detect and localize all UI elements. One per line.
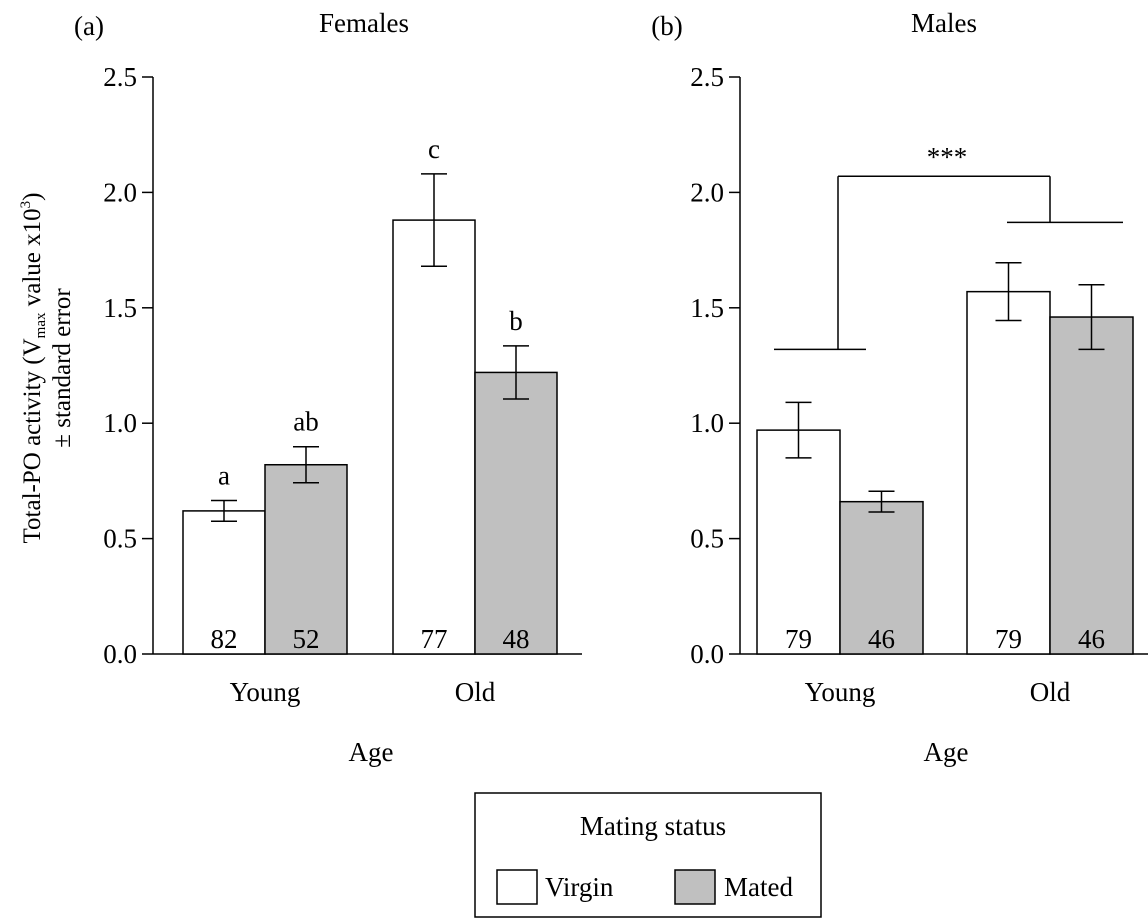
y-tick-label: 0.5 <box>103 524 137 554</box>
bar-mated-old <box>1049 316 1134 655</box>
panel-title: Males <box>911 8 977 38</box>
significance-letter: c <box>428 134 440 164</box>
significance-letter: a <box>218 461 230 491</box>
legend-swatch-mated <box>674 869 716 905</box>
bar-mated-young <box>264 463 348 655</box>
sample-size-label: 79 <box>785 624 812 654</box>
y-tick-label: 0.0 <box>103 639 137 669</box>
x-tick-label: Old <box>455 677 496 707</box>
panel-females: (a) Females 0.0 0.5 1.0 1.5 2.0 2.5 82 a 52 ab Young… <box>74 8 582 767</box>
y-tick-label: 0.5 <box>690 524 724 554</box>
y-axis-label-mid: value x10 <box>19 208 46 312</box>
y-tick-label: 2.0 <box>690 177 724 207</box>
legend-label-virgin: Virgin <box>545 872 614 902</box>
bar-mated-young <box>839 500 924 655</box>
y-tick-label: 1.5 <box>690 293 724 323</box>
x-axis-label: Age <box>924 737 969 767</box>
legend-title: Mating status <box>580 811 726 841</box>
y-axis-label: Total-PO activity (Vmax value x103) ± st… <box>18 193 76 544</box>
sample-size-label: 48 <box>503 624 530 654</box>
svg-text:Total-PO activity (Vmax value: Total-PO activity (Vmax value x103) <box>18 193 49 544</box>
y-tick-label: 2.5 <box>690 62 724 92</box>
sample-size-label: 52 <box>293 624 320 654</box>
y-axis-label-sub: max <box>33 312 49 338</box>
bar-virgin-old <box>392 219 476 655</box>
significance-letter: ab <box>293 407 318 437</box>
y-axis-label-prefix: Total-PO activity (V <box>19 338 46 543</box>
bar-virgin-young <box>182 510 266 655</box>
panel-title: Females <box>319 8 409 38</box>
panel-label: (a) <box>74 11 104 41</box>
y-tick-label: 2.5 <box>103 62 137 92</box>
y-axis-label-line2: ± standard error <box>49 288 76 448</box>
x-tick-label: Old <box>1030 677 1071 707</box>
significance-letter: b <box>509 306 523 336</box>
legend: Mating status Virgin Mated <box>474 792 822 918</box>
sample-size-label: 46 <box>1078 624 1105 654</box>
sample-size-label: 77 <box>421 624 448 654</box>
y-tick-label: 0.0 <box>690 639 724 669</box>
legend-swatch-virgin <box>496 869 538 905</box>
y-axis-label-sup: 3 <box>18 201 34 209</box>
y-axis-label-end: ) <box>19 193 46 201</box>
sample-size-label: 46 <box>868 624 895 654</box>
y-tick-label: 1.0 <box>690 408 724 438</box>
bar-virgin-old <box>966 290 1051 655</box>
bar-virgin-young <box>756 429 841 655</box>
sample-size-label: 82 <box>211 624 238 654</box>
x-tick-label: Young <box>805 677 876 707</box>
y-tick-label: 2.0 <box>103 177 137 207</box>
x-axis-label: Age <box>349 737 394 767</box>
significance-stars: *** <box>927 142 968 172</box>
sample-size-label: 79 <box>995 624 1022 654</box>
x-tick-label: Young <box>230 677 301 707</box>
panel-label: (b) <box>651 11 682 41</box>
y-tick-label: 1.0 <box>103 408 137 438</box>
bar-mated-old <box>474 371 558 655</box>
legend-label-mated: Mated <box>724 872 793 902</box>
y-tick-label: 1.5 <box>103 293 137 323</box>
